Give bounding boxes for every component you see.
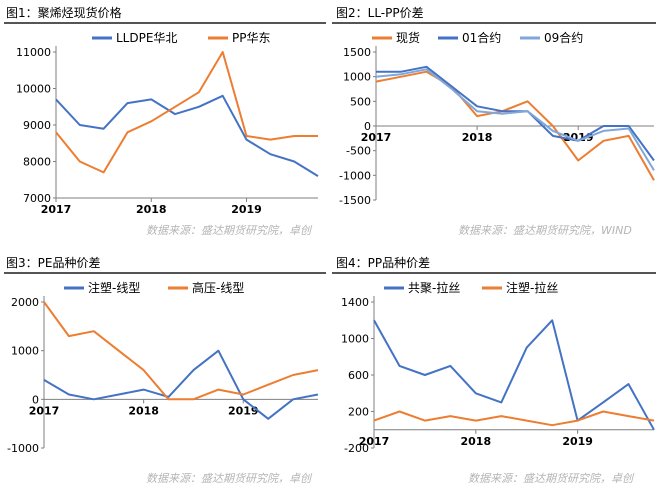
x-tick-label: 2017 — [359, 435, 390, 448]
legend-label: 注塑-线型 — [88, 280, 140, 295]
series-line-1 — [43, 301, 319, 401]
series-line-0 — [373, 319, 655, 431]
x-tick-label: 2018 — [461, 435, 492, 448]
legend-label: 高压-线型 — [192, 280, 244, 295]
series-line-1 — [373, 410, 655, 427]
y-tick-label: 8000 — [23, 156, 51, 169]
x-tick-label: 2019 — [231, 203, 262, 216]
figure-title: 图3：PE品种价差 — [6, 256, 101, 270]
y-tick-label: -200 — [344, 442, 369, 455]
legend-label: PP华东 — [232, 31, 270, 45]
series-line-0 — [43, 349, 319, 420]
x-tick-label: 2018 — [128, 404, 159, 417]
figure-title: 图4：PP品种价差 — [336, 256, 431, 270]
x-tick-label: 2018 — [136, 203, 167, 216]
y-tick-label: -1000 — [339, 169, 371, 182]
figure-title: 图1：聚烯烃现货价格 — [6, 6, 122, 20]
y-tick-label: 1000 — [341, 333, 369, 346]
y-tick-label: 500 — [350, 95, 371, 108]
y-tick-label: 600 — [348, 369, 369, 382]
y-tick-label: 9000 — [23, 119, 51, 132]
series-line-1 — [55, 51, 318, 174]
figure-title: 图2：LL-PP价差 — [336, 6, 424, 20]
title-rule — [332, 272, 656, 274]
title-rule — [4, 22, 326, 24]
series-line-0 — [55, 94, 319, 177]
y-tick-label: 1500 — [343, 46, 371, 59]
title-rule — [332, 22, 656, 24]
legend-label: 共聚-拉丝 — [408, 280, 460, 295]
x-tick-label: 2017 — [29, 404, 60, 417]
legend-label: 09合约 — [544, 30, 583, 45]
title-rule — [4, 272, 326, 274]
legend-label: LLDPE华北 — [116, 31, 177, 45]
source-note: 数据来源：盛达期货研究院，WIND — [458, 224, 632, 237]
x-tick-label: 2019 — [563, 131, 594, 144]
x-tick-label: 2017 — [41, 203, 72, 216]
y-tick-label: 1400 — [341, 296, 369, 309]
y-tick-label: -1000 — [7, 442, 39, 455]
y-tick-label: 0 — [364, 120, 371, 133]
y-tick-label: 1000 — [11, 345, 39, 358]
series-line-2 — [375, 68, 655, 171]
chart-pe-variety-spread: -1000 0 1000 2000 2017 2018 2019 注塑-线型 高压-线型 — [7, 280, 319, 455]
x-tick-label: 2018 — [462, 131, 493, 144]
x-tick-label: 2017 — [361, 131, 392, 144]
y-tick-label: 10000 — [16, 83, 51, 96]
legend-label: 注塑-拉丝 — [506, 280, 558, 295]
legend-label: 现货 — [396, 30, 420, 45]
y-tick-label: 2000 — [11, 296, 39, 309]
chart-pp-variety-spread: -200 200 600 1000 1400 2017 2018 2019 共聚-拉丝 注塑-拉丝 — [341, 280, 655, 455]
source-note: 数据来源：盛达期货研究院，卓创 — [146, 472, 311, 485]
chart-ll-pp-spread: -1500 -1000 -500 0 500 1000 1500 2017 2018 2019 现货… — [339, 30, 655, 207]
source-note: 数据来源：盛达期货研究院，卓创 — [468, 472, 633, 485]
y-tick-label: 1000 — [343, 71, 371, 84]
y-tick-label: 0 — [32, 393, 39, 406]
x-tick-label: 2019 — [228, 404, 259, 417]
legend-label: 01合约 — [462, 30, 501, 45]
y-tick-label: -1500 — [339, 194, 371, 207]
y-tick-label: 11000 — [16, 46, 51, 59]
y-tick-label: -500 — [346, 145, 371, 158]
y-tick-label: 200 — [348, 406, 369, 419]
source-note: 数据来源：盛达期货研究院，卓创 — [146, 224, 311, 237]
chart-lldpe-pp-spot: 7000 8000 9000 10000 11000 2017 2018 2019 LLDPE华… — [16, 31, 319, 216]
x-tick-label: 2019 — [562, 435, 593, 448]
y-tick-label: 7000 — [23, 192, 51, 205]
series-line-0 — [375, 70, 655, 181]
series-line-1 — [376, 65, 655, 162]
